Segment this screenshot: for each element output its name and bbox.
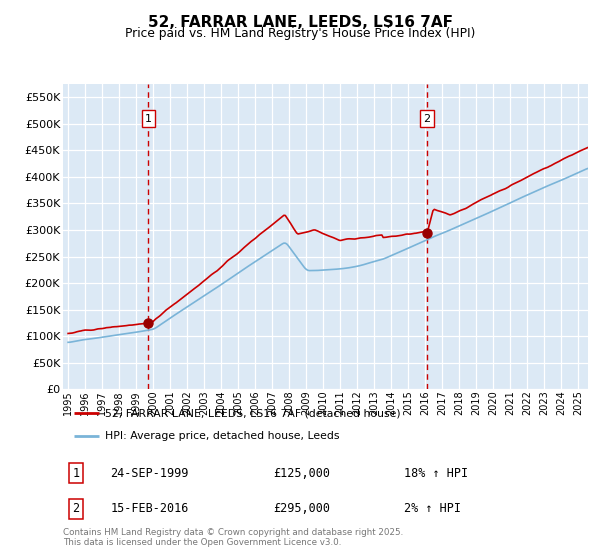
- Text: 1: 1: [145, 114, 152, 124]
- Text: 52, FARRAR LANE, LEEDS, LS16 7AF (detached house): 52, FARRAR LANE, LEEDS, LS16 7AF (detach…: [105, 408, 401, 418]
- Text: 2% ↑ HPI: 2% ↑ HPI: [404, 502, 461, 515]
- Text: Contains HM Land Registry data © Crown copyright and database right 2025.
This d: Contains HM Land Registry data © Crown c…: [63, 528, 403, 547]
- Text: 18% ↑ HPI: 18% ↑ HPI: [404, 466, 469, 480]
- Text: 52, FARRAR LANE, LEEDS, LS16 7AF: 52, FARRAR LANE, LEEDS, LS16 7AF: [148, 15, 452, 30]
- Text: 1: 1: [73, 466, 80, 480]
- Text: 15-FEB-2016: 15-FEB-2016: [110, 502, 188, 515]
- Text: £295,000: £295,000: [273, 502, 330, 515]
- Text: 2: 2: [73, 502, 80, 515]
- Text: 2: 2: [424, 114, 430, 124]
- Text: HPI: Average price, detached house, Leeds: HPI: Average price, detached house, Leed…: [105, 431, 340, 441]
- Text: 24-SEP-1999: 24-SEP-1999: [110, 466, 188, 480]
- Text: Price paid vs. HM Land Registry's House Price Index (HPI): Price paid vs. HM Land Registry's House …: [125, 27, 475, 40]
- Text: £125,000: £125,000: [273, 466, 330, 480]
